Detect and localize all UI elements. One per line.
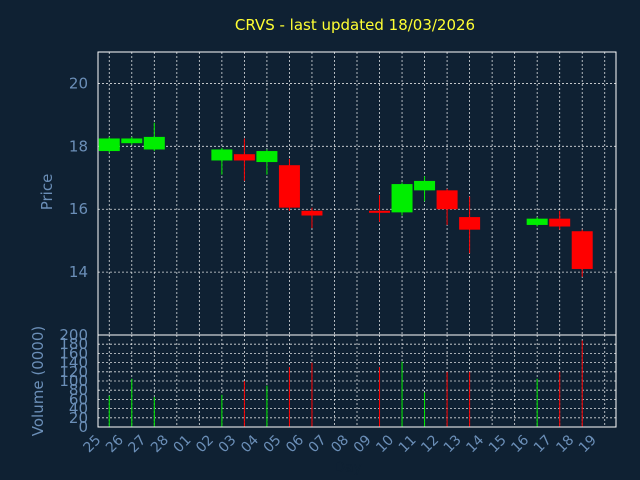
candle-body [233,154,255,161]
price-tick-label: 18 [69,137,88,155]
candle [549,210,571,230]
candle [571,229,593,277]
price-tick-label: 14 [69,263,88,281]
candle-body [436,190,458,210]
volume-tick-label: 20 [69,409,88,427]
candle-body [526,218,548,225]
candle-body [256,151,278,163]
x-axis-label: Day [334,460,362,476]
candle-body [369,210,391,213]
candle [459,196,481,254]
price-tick-label: 16 [69,200,88,218]
volume-tick-label: 60 [69,390,88,408]
candle [121,136,143,145]
volume-tick-label: 80 [69,381,88,399]
chart-title: CRVS - last updated 18/03/2026 [235,16,475,34]
candle [526,217,548,227]
volume-bars [108,340,583,427]
volume-tick-label: 40 [69,400,88,418]
candle [436,188,458,225]
candle-body [549,218,571,227]
volume-tick-label: 100 [59,372,88,390]
candle [98,136,120,153]
candle [369,195,391,222]
candle-body [391,184,413,213]
price-y-ticks: 14 16 18 20 [69,74,88,281]
candle-body [143,136,165,150]
candle-body [414,180,436,191]
candle-body [278,165,300,208]
candle [278,158,300,211]
volume-axis-label: Volume (0000) [29,326,47,436]
volume-tick-label: 120 [59,363,88,381]
candle [211,147,233,175]
price-candles [98,122,593,277]
volume-tick-label: 180 [59,335,88,353]
candle [256,149,278,175]
candle [414,176,436,202]
volume-tick-label: 160 [59,344,88,362]
candle-body [98,138,120,152]
candle [143,122,165,152]
candle-body [121,138,143,144]
candle-body [571,231,593,269]
price-panel: 14 16 18 20 [69,51,617,336]
candle-body [301,210,323,216]
volume-tick-label: 0 [78,418,88,436]
candle [233,138,255,181]
candle-body [459,217,481,230]
price-tick-label: 20 [69,74,88,92]
candle-body [211,149,233,161]
x-axis-ticks: 2526272801020304050607080910111213141516… [80,432,599,456]
volume-tick-label: 140 [59,354,88,372]
volume-frame [97,334,617,428]
volume-tick-label: 200 [59,326,88,344]
candle [301,207,323,229]
candle [391,182,413,216]
price-axis-label: Price [38,174,56,211]
